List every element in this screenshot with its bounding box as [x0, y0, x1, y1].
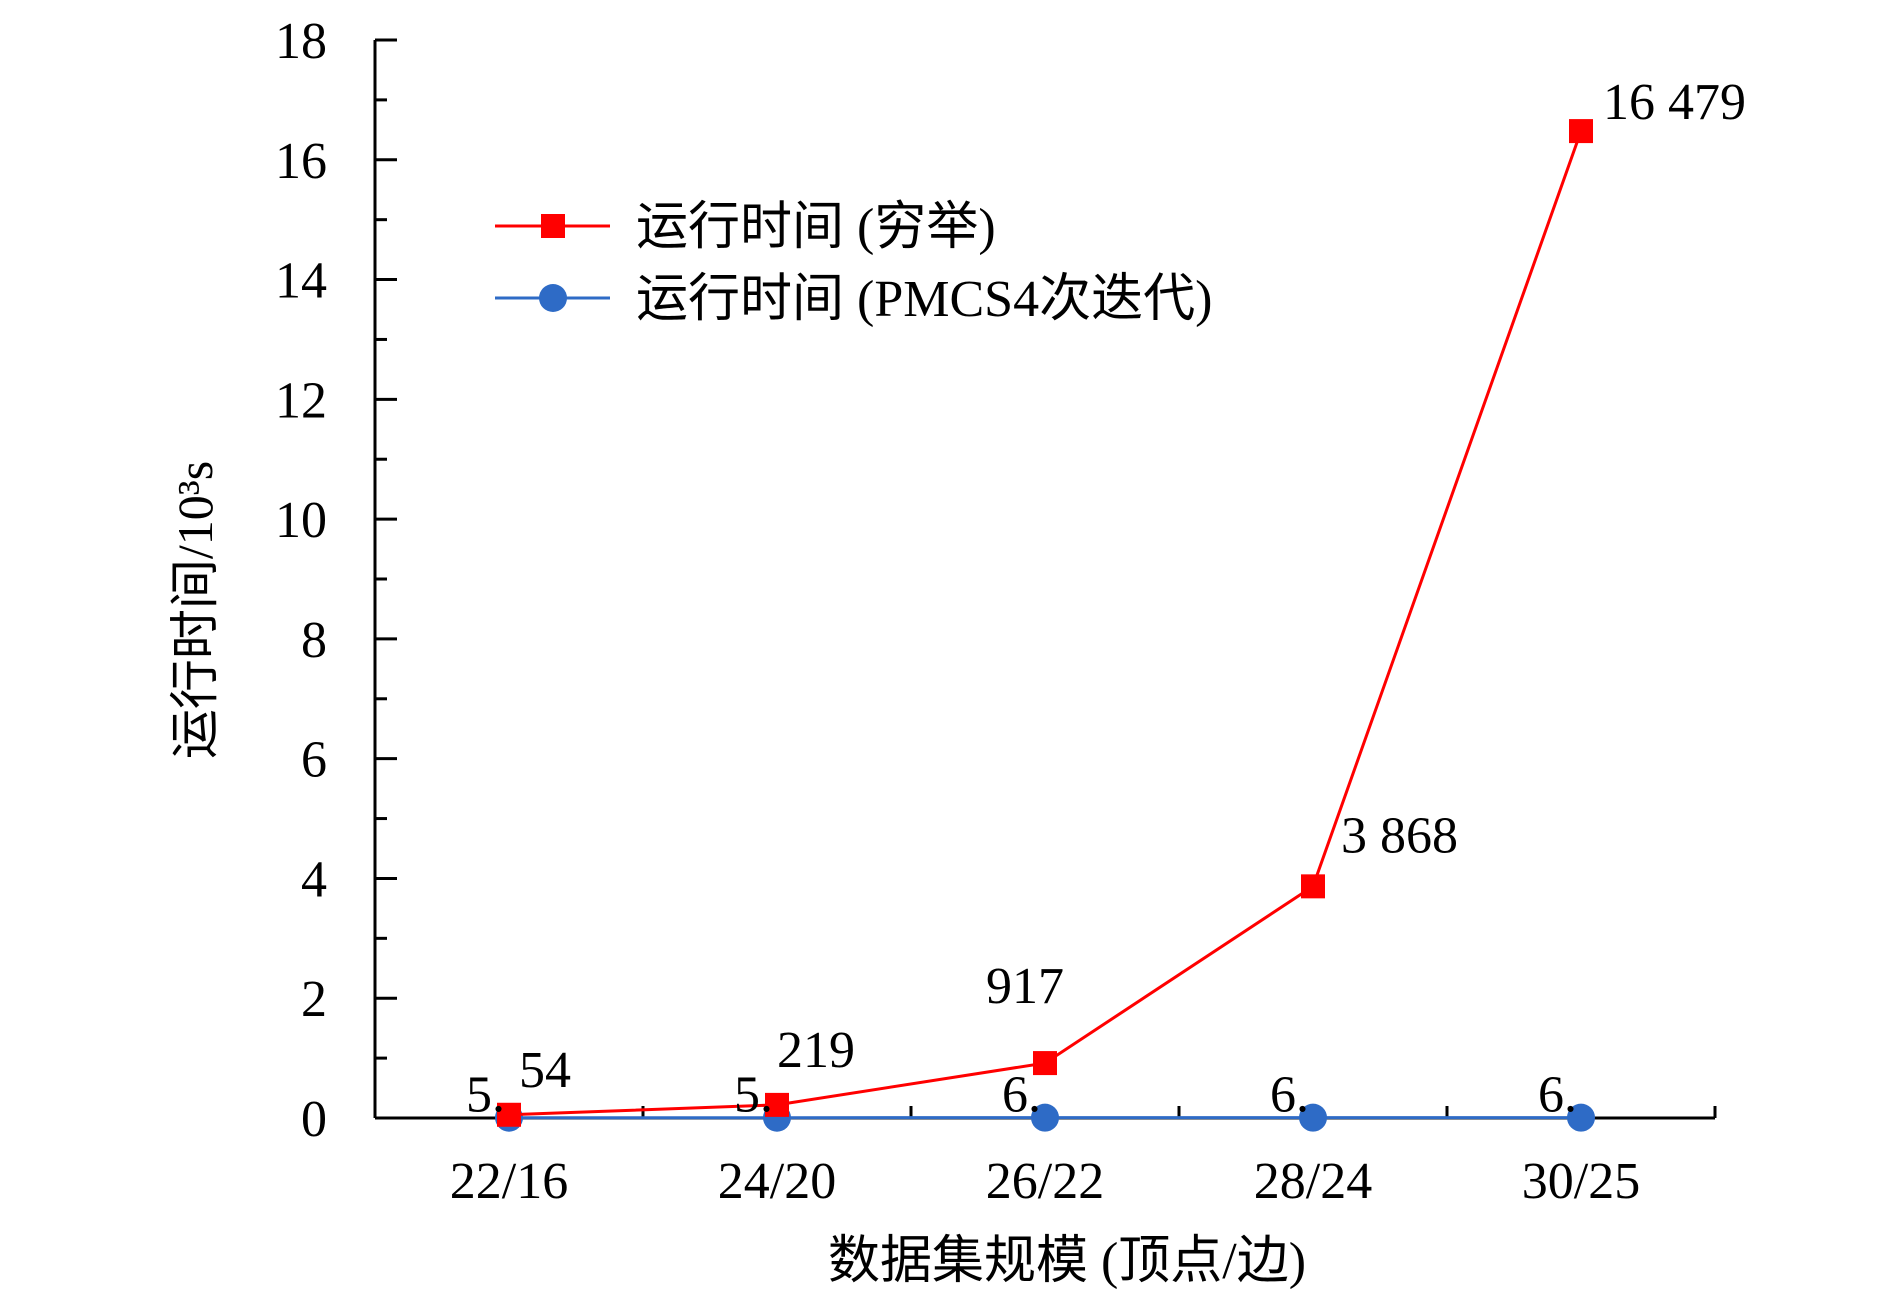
data-label: 6.	[1002, 1067, 1041, 1124]
x-axis-label: 数据集规模 (顶点/边)	[828, 1233, 1306, 1290]
y-tick-label: 18	[275, 13, 327, 70]
axes	[375, 40, 1715, 1118]
x-tick-label: 30/25	[1522, 1153, 1640, 1210]
data-label: 6.	[1270, 1067, 1309, 1124]
x-tick-label: 28/24	[1254, 1153, 1372, 1210]
data-point-square	[1569, 119, 1593, 143]
y-axis-label: 运行时间/10³s	[167, 461, 223, 759]
y-tick-label: 12	[275, 372, 327, 429]
y-tick-label: 0	[301, 1091, 327, 1148]
y-ticks: 0 2 4 6 8 10 12 14 16 18	[275, 13, 397, 1148]
data-label: 16 479	[1603, 74, 1746, 131]
data-label: 219	[777, 1022, 855, 1079]
y-tick-label: 2	[301, 971, 327, 1028]
legend-label: 运行时间 (PMCS4次迭代)	[636, 271, 1212, 328]
y-tick-label: 4	[301, 851, 327, 908]
data-label: 6.	[1538, 1067, 1577, 1124]
x-tick-label: 22/16	[450, 1153, 568, 1210]
legend-label: 运行时间 (穷举)	[636, 199, 996, 256]
y-tick-label: 16	[275, 133, 327, 190]
legend-marker-circle	[539, 284, 567, 312]
data-label: 5.	[734, 1067, 773, 1124]
data-point-square	[1301, 874, 1325, 898]
legend-marker-square	[541, 214, 565, 238]
data-label: 917	[986, 958, 1064, 1015]
data-label: 3 868	[1341, 807, 1458, 864]
legend: 运行时间 (穷举) 运行时间 (PMCS4次迭代)	[495, 199, 1212, 328]
data-label: 54	[519, 1042, 571, 1099]
x-tick-label: 26/22	[986, 1153, 1104, 1210]
y-tick-label: 8	[301, 612, 327, 669]
x-tick-label: 24/20	[718, 1153, 836, 1210]
data-label: 5.	[466, 1067, 505, 1124]
y-tick-label: 14	[275, 253, 327, 310]
y-tick-label: 10	[275, 492, 327, 549]
y-tick-label: 6	[301, 732, 327, 789]
